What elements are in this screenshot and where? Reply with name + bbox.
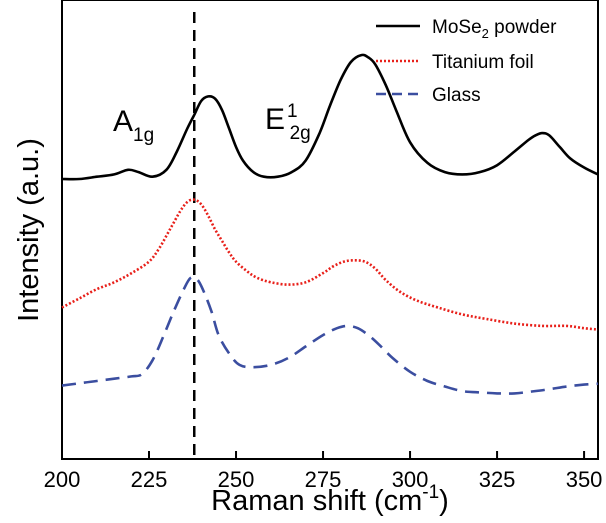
x-ticks: 200 225 250 275 300 325 350 — [44, 451, 603, 492]
legend: MoSe2 powder Titanium foil Glass — [376, 17, 557, 106]
annotation-e12g-main: E — [265, 103, 285, 136]
x-tick-label-200: 200 — [44, 467, 81, 492]
annotation-a1g-sub: 1g — [133, 125, 154, 146]
annotation-e12g-sub: 2g — [290, 123, 311, 144]
svg-text:MoSe2 powder: MoSe2 powder — [432, 17, 557, 41]
svg-text:A1g: A1g — [113, 105, 154, 146]
x-axis-label: Raman shift (cm-1) — [211, 482, 449, 517]
annotation-a1g: A1g — [113, 105, 154, 146]
series-line-mose2-powder — [61, 53, 599, 181]
series-line-glass — [61, 275, 599, 395]
y-axis-label: Intensity (a.u.) — [13, 138, 45, 322]
legend-suffix-mose2: powder — [489, 17, 557, 38]
legend-sub-mose2: 2 — [482, 26, 489, 41]
series-group — [61, 53, 599, 395]
x-axis-label-main: Raman shift (cm — [211, 485, 422, 517]
legend-label-titanium: Titanium foil — [432, 52, 534, 73]
series-line-titanium-foil — [61, 198, 599, 331]
annotation-e12g-sup: 1 — [287, 101, 298, 122]
legend-label-mose2: MoSe — [432, 17, 482, 38]
legend-label-glass: Glass — [432, 85, 481, 106]
x-axis-label-suffix: ) — [439, 485, 449, 517]
x-tick-label-250: 250 — [218, 467, 255, 492]
x-tick-label-350: 350 — [566, 467, 603, 492]
x-axis-label-sup: -1 — [422, 482, 439, 503]
x-tick-label-300: 300 — [392, 467, 429, 492]
x-tick-label-275: 275 — [305, 467, 342, 492]
annotation-a1g-main: A — [113, 105, 133, 138]
x-tick-label-325: 325 — [479, 467, 516, 492]
annotation-e12g: E 1 2g — [265, 101, 311, 144]
x-tick-label-225: 225 — [131, 467, 168, 492]
plot-frame — [61, 0, 599, 460]
